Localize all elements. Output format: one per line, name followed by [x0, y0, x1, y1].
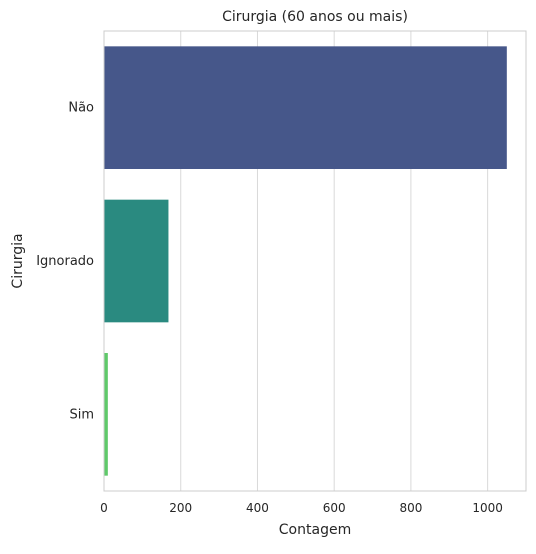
x-tick-label: 1000: [472, 501, 503, 515]
plot-frame: [103, 30, 527, 492]
bar-3: [104, 353, 108, 476]
x-tick-label: 600: [323, 501, 346, 515]
bar-2: [104, 199, 169, 323]
x-tick-label: 200: [169, 501, 192, 515]
y-ticks-layer: Não Ignorado Sim: [36, 101, 94, 423]
y-tick-label: Ignorado: [36, 254, 94, 269]
y-tick-label: Sim: [69, 407, 94, 422]
chart-title: Cirurgia (60 anos ou mais): [222, 9, 408, 25]
bar-1: [104, 46, 507, 170]
x-tick-label: 800: [399, 501, 422, 515]
x-ticks-layer: 0 200 400 600 800 1000: [100, 501, 503, 515]
x-tick-label: 0: [100, 501, 108, 515]
x-axis-label: Contagem: [279, 522, 351, 538]
bars-layer: [104, 46, 507, 476]
y-axis-label: Cirurgia: [10, 233, 26, 288]
y-tick-label: Não: [68, 101, 94, 116]
x-tick-label: 400: [246, 501, 269, 515]
